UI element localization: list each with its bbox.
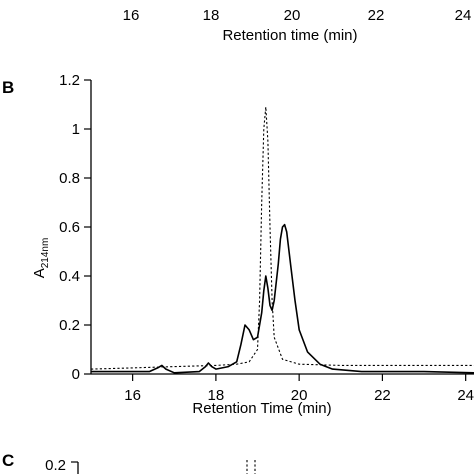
y-tick-label: 0.6 — [59, 219, 80, 236]
y-tick-label: 0.8 — [59, 170, 80, 187]
y-ticks: 0 0.2 0.4 0.6 0.8 1 1.2 — [59, 72, 91, 383]
x-tick-label: 18 — [208, 387, 225, 404]
top-x-axis-title: Retention time (min) — [222, 27, 357, 44]
panel-b-letter: B — [2, 78, 14, 97]
panel-b-chart: 0 0.2 0.4 0.6 0.8 1 1.2 16 18 20 22 24 Retention T… — [31, 72, 474, 417]
panel-c-partial: 0.2 — [45, 457, 256, 474]
y-tick-label: 1.2 — [59, 72, 80, 89]
y-tick-label: 0 — [72, 366, 80, 383]
traces — [90, 106, 474, 374]
y-axis-title: A214nm — [31, 238, 51, 279]
solid-series-line — [91, 223, 474, 374]
top-x-tick-label: 18 — [203, 7, 220, 24]
x-axis-title: Retention Time (min) — [192, 400, 331, 417]
y-tick-label: 0.4 — [59, 268, 80, 285]
dashed-series-line — [90, 106, 474, 370]
panel-c-letter: C — [2, 451, 14, 470]
top-x-tick-label: 16 — [123, 7, 140, 24]
x-tick-label: 24 — [457, 387, 474, 404]
top-x-tick-label: 22 — [368, 7, 385, 24]
y-axis-title-main: A — [31, 268, 48, 278]
x-ticks: 16 18 20 22 24 — [124, 374, 474, 404]
y-axis-title-subscript: 214nm — [40, 238, 51, 269]
top-x-tick-label: 24 — [455, 7, 472, 24]
y-tick-label: 0.2 — [59, 317, 80, 334]
top-panel-x-axis: 16 18 20 22 24 Retention time (min) — [123, 7, 472, 44]
x-tick-label: 22 — [374, 387, 391, 404]
panel-c-y-tick-label: 0.2 — [45, 457, 66, 474]
top-x-tick-label: 20 — [284, 7, 301, 24]
y-tick-label: 1 — [72, 121, 80, 138]
x-tick-label: 20 — [291, 387, 308, 404]
x-tick-label: 16 — [124, 387, 141, 404]
